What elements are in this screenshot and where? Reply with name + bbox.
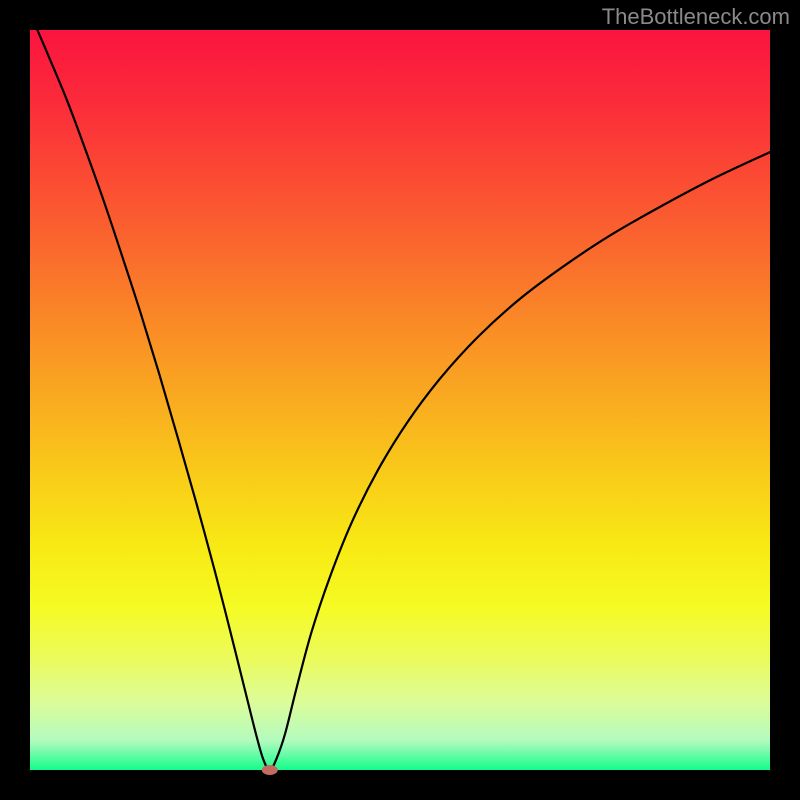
- watermark-text: TheBottleneck.com: [602, 4, 790, 30]
- chart-svg: [0, 0, 800, 800]
- chart-container: TheBottleneck.com: [0, 0, 800, 800]
- minimum-marker: [262, 765, 278, 775]
- plot-background: [30, 30, 770, 770]
